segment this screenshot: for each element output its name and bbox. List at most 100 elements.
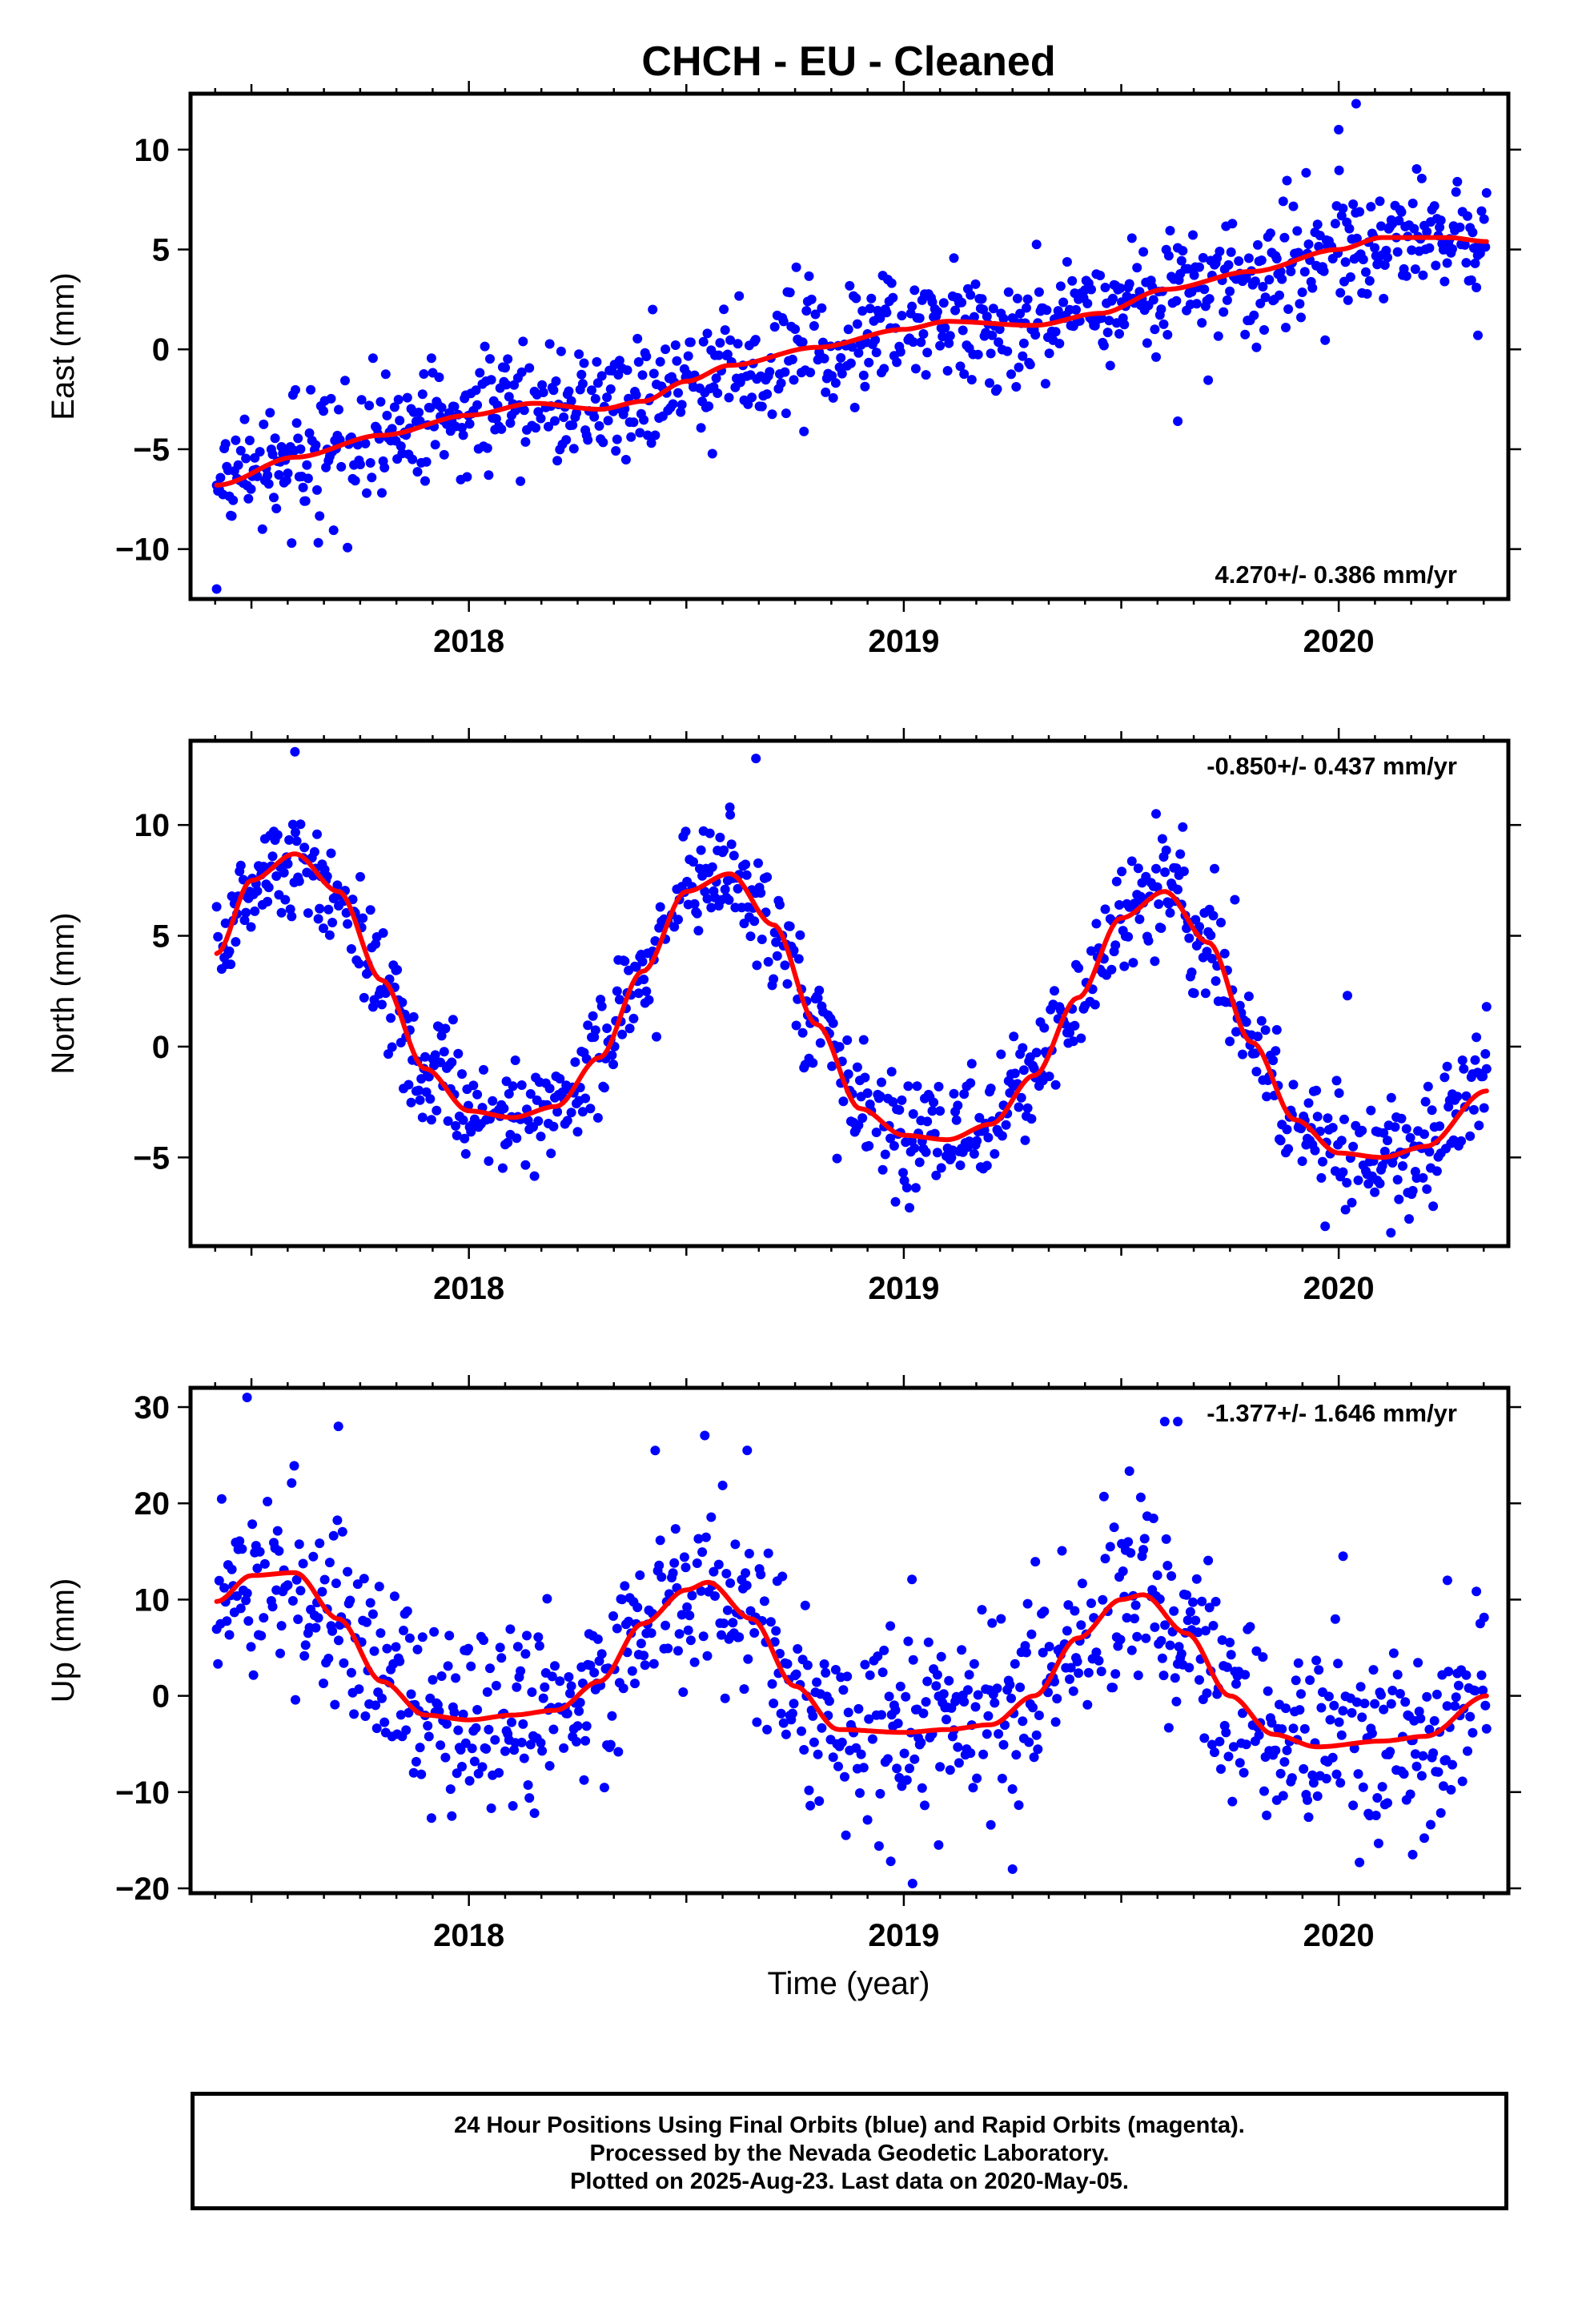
data-point — [1184, 933, 1195, 943]
y-tick-label: 0 — [152, 1679, 170, 1715]
data-point — [583, 1020, 593, 1031]
data-point — [592, 1634, 603, 1644]
data-point — [367, 1002, 378, 1012]
data-point — [1082, 299, 1093, 308]
data-point — [496, 424, 507, 434]
data-point — [677, 400, 687, 410]
data-point — [1394, 215, 1404, 226]
data-point — [1311, 1085, 1322, 1096]
data-point — [377, 999, 387, 1010]
data-point — [797, 1726, 806, 1736]
data-point — [328, 525, 339, 536]
data-point — [1288, 1080, 1299, 1090]
data-point — [922, 348, 933, 358]
data-point — [326, 393, 336, 404]
data-point — [877, 1710, 886, 1720]
data-point — [946, 1152, 957, 1163]
data-point — [458, 1115, 468, 1125]
data-point — [583, 435, 593, 445]
data-point — [1161, 845, 1171, 855]
data-point — [536, 1738, 546, 1748]
data-point — [283, 858, 293, 869]
data-point — [1139, 1534, 1150, 1544]
data-point — [408, 1011, 419, 1022]
data-point — [343, 1566, 353, 1577]
data-point — [274, 470, 284, 480]
data-point — [420, 1051, 430, 1062]
data-point — [1271, 1745, 1281, 1755]
data-point — [1018, 351, 1028, 361]
data-point — [840, 1771, 849, 1782]
data-point — [1479, 214, 1489, 224]
data-point — [921, 370, 931, 380]
data-point — [1156, 304, 1166, 315]
data-point — [255, 447, 265, 457]
data-point — [986, 348, 996, 359]
data-point — [280, 895, 291, 905]
data-point — [1338, 1551, 1348, 1562]
data-point — [1007, 1864, 1018, 1874]
data-point — [430, 440, 440, 450]
data-point — [682, 369, 693, 379]
data-point — [490, 1735, 500, 1745]
data-point — [362, 488, 371, 498]
data-point — [654, 1560, 665, 1570]
data-point — [401, 1725, 412, 1735]
data-point — [524, 363, 535, 373]
data-point — [966, 1059, 977, 1069]
data-point — [992, 384, 1002, 394]
data-point — [1208, 1621, 1219, 1630]
data-point — [819, 353, 829, 364]
data-point — [953, 1742, 963, 1752]
data-point — [508, 1081, 518, 1092]
data-point — [319, 1574, 330, 1585]
data-point — [706, 903, 717, 913]
data-point — [1331, 1076, 1342, 1086]
data-point — [1207, 954, 1217, 963]
data-point — [364, 400, 375, 411]
data-point — [1022, 1103, 1033, 1113]
data-point — [379, 463, 390, 472]
data-point — [1312, 219, 1323, 230]
data-point — [1320, 1221, 1331, 1232]
data-point — [655, 902, 665, 912]
data-point — [1361, 267, 1371, 277]
data-point — [837, 1737, 847, 1747]
data-point — [287, 1478, 297, 1488]
data-point — [1451, 187, 1461, 197]
data-point — [612, 1623, 622, 1634]
data-point — [484, 1156, 494, 1166]
data-point — [828, 392, 838, 403]
data-point — [382, 1643, 392, 1654]
data-point — [1379, 260, 1390, 270]
data-point — [624, 1616, 634, 1626]
data-point — [300, 1640, 311, 1651]
data-point — [696, 845, 706, 855]
data-point — [1325, 1715, 1335, 1725]
data-point — [346, 1667, 356, 1678]
data-point — [1200, 988, 1211, 999]
data-point — [1020, 1135, 1030, 1145]
data-point — [648, 1659, 659, 1669]
data-point — [1452, 176, 1463, 187]
data-point — [291, 1695, 300, 1705]
data-point — [1370, 1699, 1380, 1709]
data-point — [276, 1621, 287, 1631]
data-point — [1217, 1635, 1227, 1645]
data-point — [858, 370, 869, 380]
data-point — [332, 1515, 343, 1526]
data-point — [1090, 999, 1100, 1010]
data-point — [1262, 1092, 1272, 1102]
data-point — [843, 324, 853, 335]
data-point — [1156, 923, 1166, 933]
data-point — [391, 1642, 401, 1652]
panel-north: 2018 2019 2020 −5 0 5 10 North (mm) -0.850+/- 0.… — [46, 728, 1521, 1306]
data-point — [213, 1659, 223, 1669]
data-point — [1418, 1172, 1428, 1183]
data-point — [1431, 1166, 1442, 1176]
data-point — [1343, 991, 1352, 1001]
data-point — [734, 291, 745, 301]
data-point — [901, 1691, 911, 1702]
data-point — [1348, 1141, 1359, 1152]
data-point — [255, 1546, 265, 1557]
